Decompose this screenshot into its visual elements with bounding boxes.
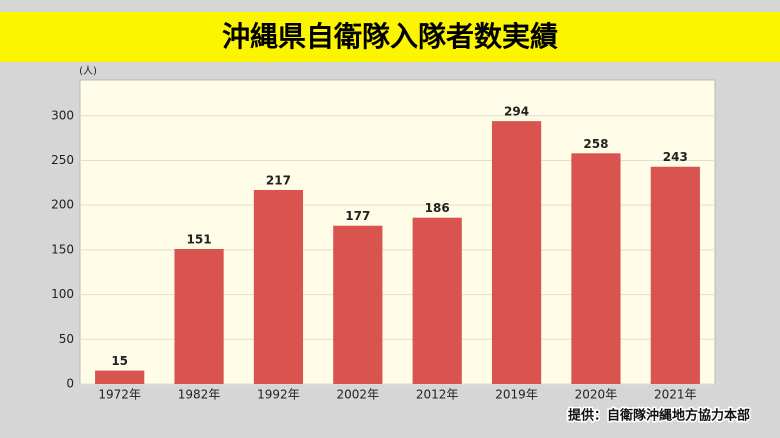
x-tick-label: 2002年 <box>337 388 380 402</box>
x-tick-label: 2020年 <box>575 388 618 402</box>
value-label: 151 <box>187 232 212 246</box>
value-label: 177 <box>345 209 370 223</box>
y-tick-label: 100 <box>51 287 74 301</box>
x-tick-label: 1992年 <box>257 388 300 402</box>
x-tick-label: 2012年 <box>416 388 459 402</box>
bar <box>333 225 383 384</box>
title-banner <box>0 12 780 62</box>
value-label: 294 <box>504 105 529 119</box>
value-label: 15 <box>111 354 128 368</box>
y-tick-label: 150 <box>51 242 74 256</box>
bar <box>95 370 145 384</box>
y-tick-label: 50 <box>59 332 74 346</box>
source-note: 提供：自衛隊沖縄地方協力本部 <box>568 408 750 424</box>
value-label: 243 <box>663 150 688 164</box>
y-tick-label: 0 <box>66 377 74 391</box>
x-tick-label: 2019年 <box>495 388 538 402</box>
x-tick-label: 2021年 <box>654 388 697 402</box>
bar <box>412 217 462 384</box>
bar <box>174 248 224 384</box>
chart-title: 沖縄県自衛隊入隊者数実績 <box>222 20 558 53</box>
value-label: 258 <box>583 137 608 151</box>
bar <box>253 189 304 384</box>
value-label: 217 <box>266 173 291 187</box>
bar <box>491 121 542 385</box>
value-label: 186 <box>425 201 450 215</box>
y-tick-label: 300 <box>51 108 74 122</box>
x-tick-label: 1972年 <box>98 388 141 402</box>
y-tick-label: 200 <box>51 198 74 212</box>
x-tick-label: 1982年 <box>178 388 221 402</box>
bar <box>571 153 621 384</box>
y-tick-label: 250 <box>51 153 74 167</box>
bar <box>650 166 700 384</box>
y-axis-label: (人) <box>79 65 97 77</box>
